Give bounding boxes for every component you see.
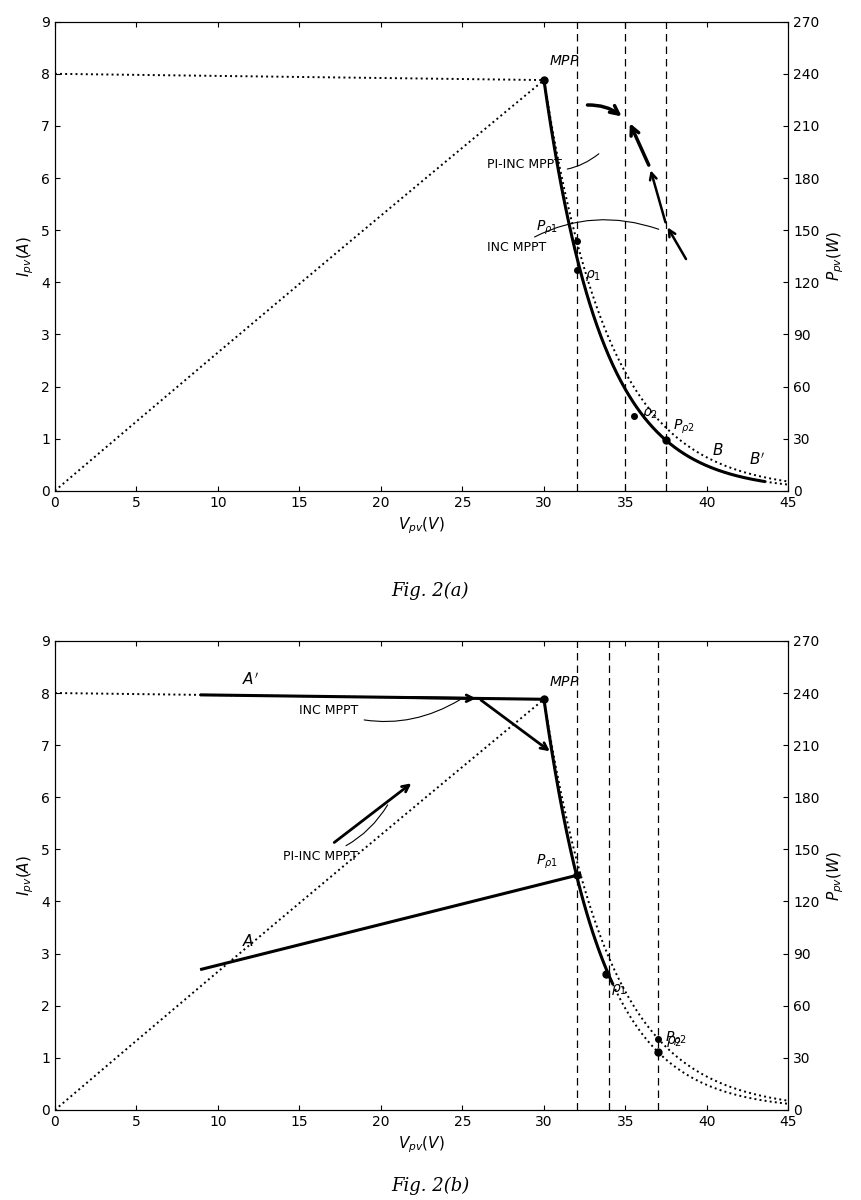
Text: $A'$: $A'$: [242, 672, 259, 688]
Text: $B$: $B$: [712, 443, 723, 458]
Text: $\rho_2$: $\rho_2$: [641, 406, 658, 421]
Text: $\rho_2$: $\rho_2$: [666, 1034, 682, 1049]
Text: INC MPPT: INC MPPT: [300, 700, 460, 721]
Text: $\rho_1$: $\rho_1$: [585, 268, 601, 283]
Text: Fig. 2(a): Fig. 2(a): [392, 581, 469, 600]
Text: $B'$: $B'$: [749, 451, 765, 468]
Text: $\rho_1$: $\rho_1$: [610, 982, 627, 997]
Text: $\mathit{MPP}$: $\mathit{MPP}$: [548, 676, 579, 689]
Text: Fig. 2(b): Fig. 2(b): [392, 1176, 469, 1195]
Text: $P_{\rho 1}$: $P_{\rho 1}$: [536, 853, 558, 871]
X-axis label: $V_{pv}(V)$: $V_{pv}(V)$: [399, 1134, 445, 1154]
Text: PI-INC MPPT: PI-INC MPPT: [283, 805, 387, 863]
Y-axis label: $I_{pv}(A)$: $I_{pv}(A)$: [15, 854, 35, 896]
Text: $P_{\rho 2}$: $P_{\rho 2}$: [672, 418, 695, 437]
Y-axis label: $P_{pv}(W)$: $P_{pv}(W)$: [826, 851, 846, 901]
X-axis label: $V_{pv}(V)$: $V_{pv}(V)$: [399, 515, 445, 536]
Y-axis label: $P_{pv}(W)$: $P_{pv}(W)$: [826, 232, 846, 282]
Text: INC MPPT: INC MPPT: [487, 220, 659, 254]
Text: PI-INC MPPT: PI-INC MPPT: [487, 154, 599, 170]
Text: $\mathit{MPP}$: $\mathit{MPP}$: [548, 54, 579, 68]
Text: $P_{\rho 2}$: $P_{\rho 2}$: [665, 1030, 686, 1048]
Y-axis label: $I_{pv}(A)$: $I_{pv}(A)$: [15, 235, 35, 277]
Text: $P_{\rho 1}$: $P_{\rho 1}$: [536, 218, 558, 236]
Text: $A$: $A$: [242, 932, 255, 949]
